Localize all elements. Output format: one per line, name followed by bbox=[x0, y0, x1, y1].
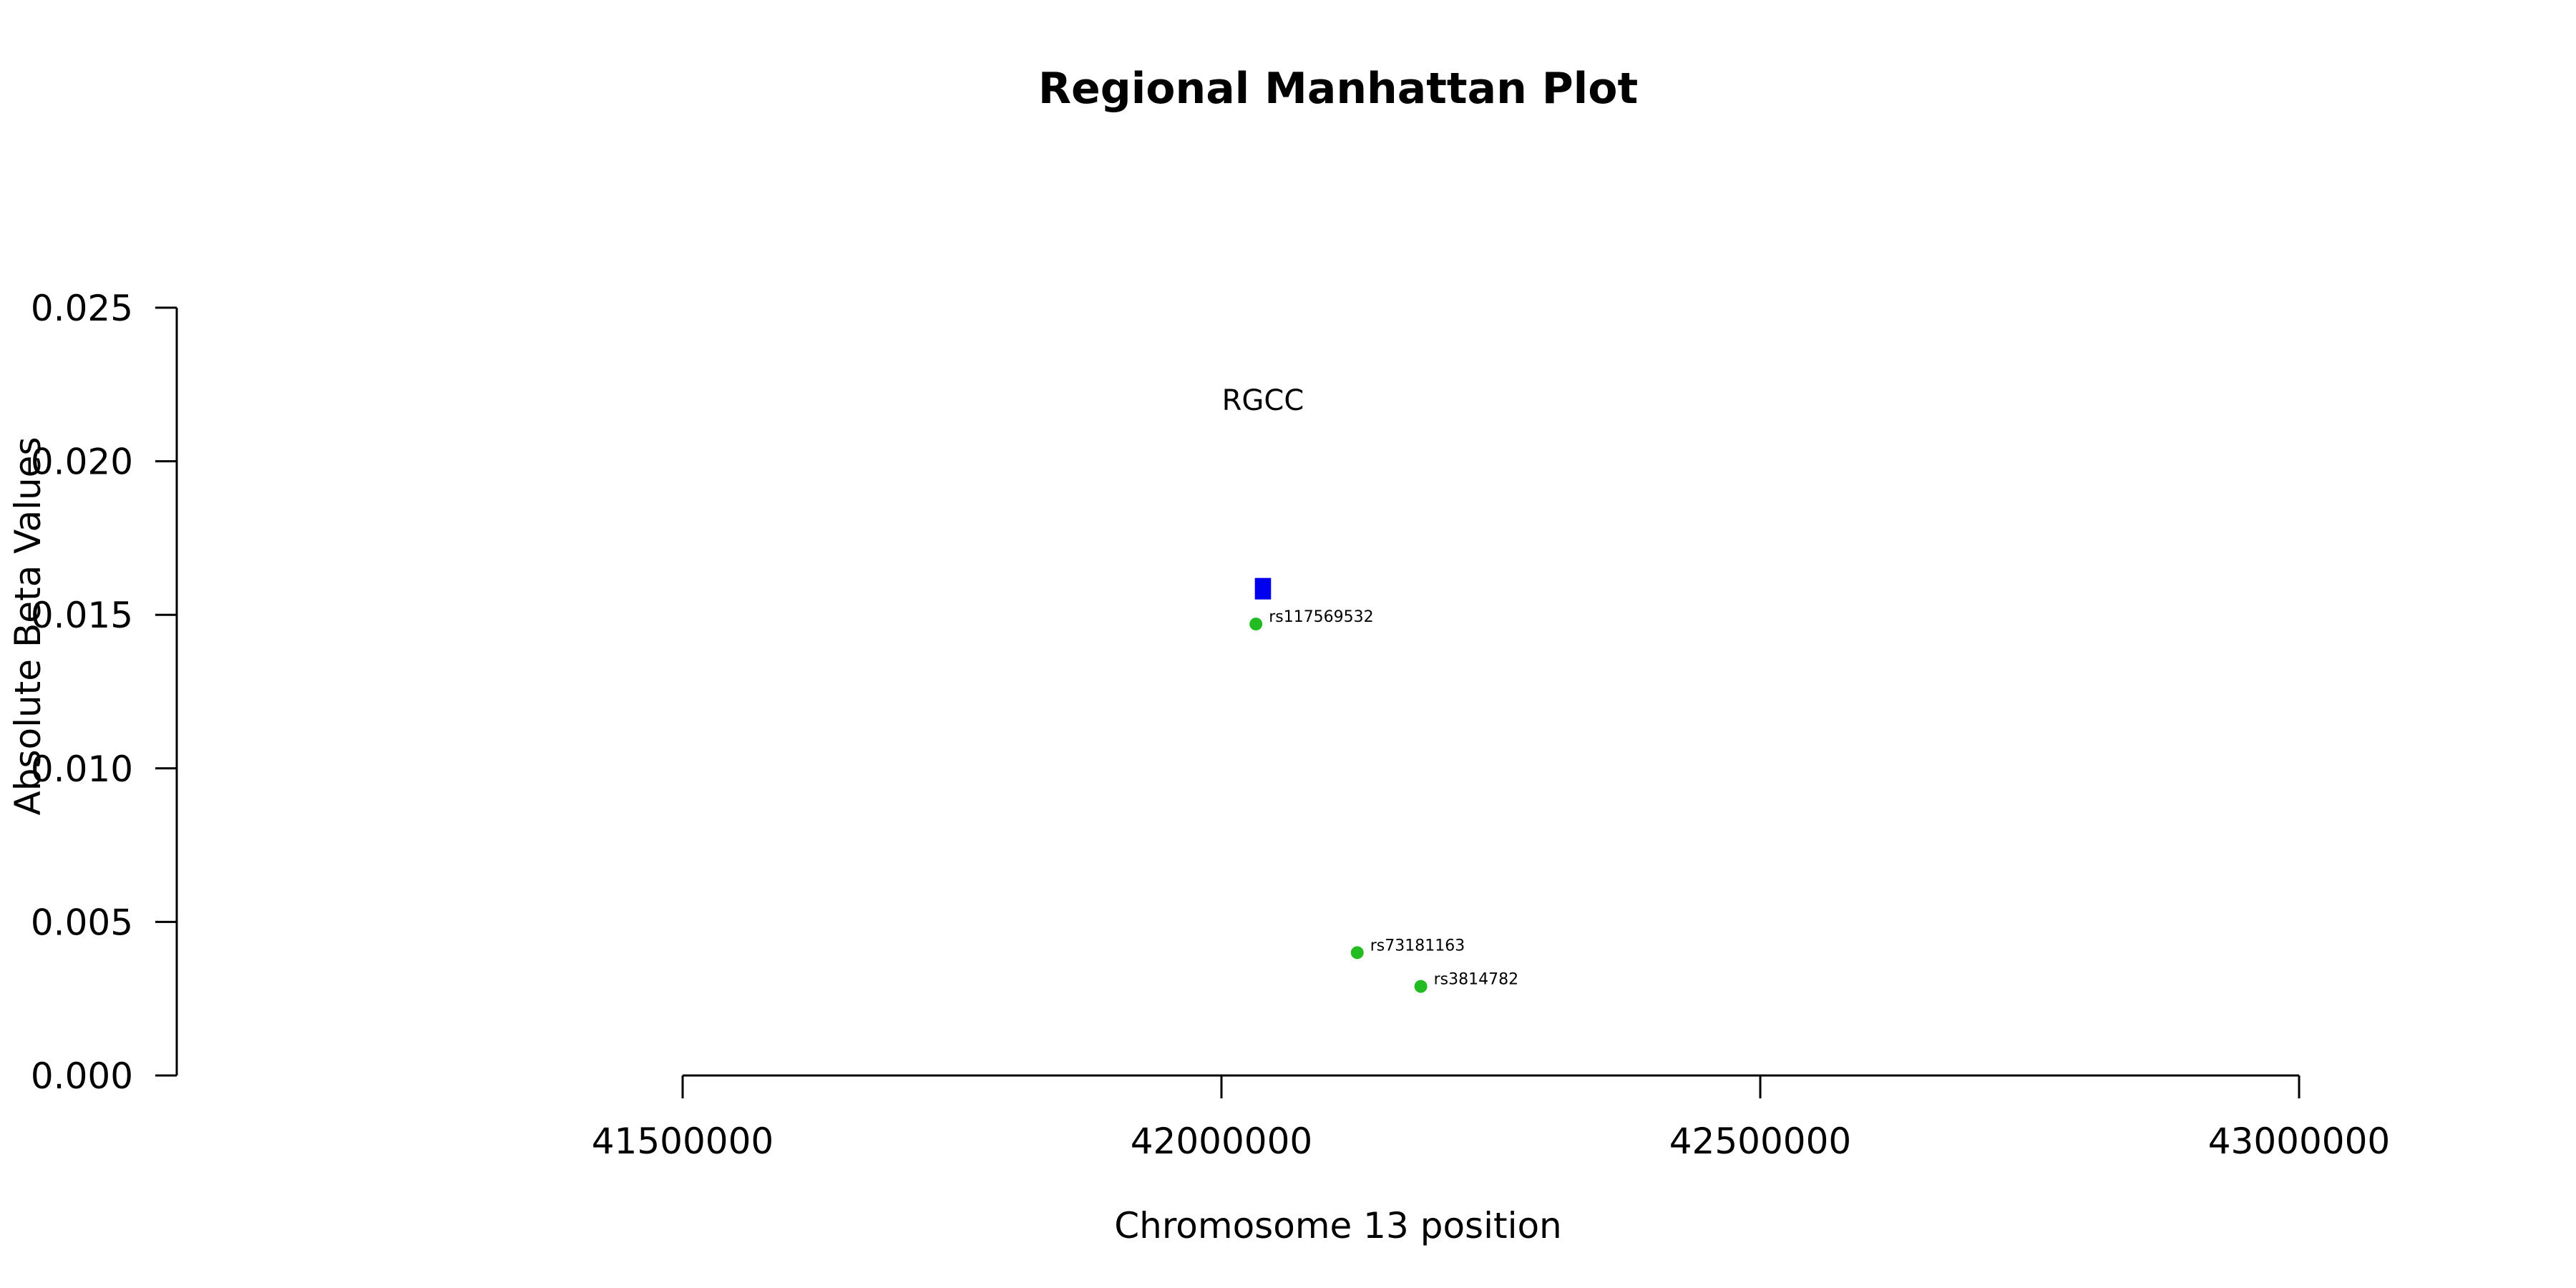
snp-label: rs117569532 bbox=[1269, 608, 1373, 626]
snp-point bbox=[1249, 618, 1263, 631]
y-tick-label: 0.025 bbox=[31, 288, 133, 329]
y-tick-label: 0.005 bbox=[31, 902, 133, 943]
y-tick-label: 0.010 bbox=[31, 748, 133, 790]
snp-point bbox=[1414, 980, 1428, 993]
y-axis-label: Absolute Beta Values bbox=[7, 437, 49, 816]
gene-rgcc-bar bbox=[1254, 577, 1272, 600]
x-tick-label: 42500000 bbox=[1669, 1121, 1852, 1162]
snp-label: rs73181163 bbox=[1370, 937, 1465, 955]
x-tick-label: 42000000 bbox=[1131, 1121, 1313, 1162]
x-axis-ticks: 41500000 42000000 42500000 43000000 bbox=[592, 1075, 2391, 1162]
x-tick-label: 41500000 bbox=[592, 1121, 774, 1162]
x-tick-label: 43000000 bbox=[2208, 1121, 2391, 1162]
y-tick-label: 0.000 bbox=[31, 1055, 133, 1097]
chart-title: Regional Manhattan Plot bbox=[1038, 64, 1638, 114]
y-tick-label: 0.015 bbox=[31, 595, 133, 636]
gene-label: RGCC bbox=[1222, 384, 1304, 417]
x-axis-label: Chromosome 13 position bbox=[1114, 1205, 1562, 1246]
snp-label: rs3814782 bbox=[1434, 971, 1518, 989]
snp-point bbox=[1350, 946, 1364, 960]
y-tick-label: 0.020 bbox=[31, 441, 133, 483]
snp-points: rs117569532 rs73181163 rs3814782 bbox=[1249, 608, 1518, 993]
gene-annotation: RGCC bbox=[1222, 384, 1304, 600]
y-axis-ticks: 0.000 0.005 0.010 0.015 0.020 0.025 bbox=[31, 288, 177, 1097]
